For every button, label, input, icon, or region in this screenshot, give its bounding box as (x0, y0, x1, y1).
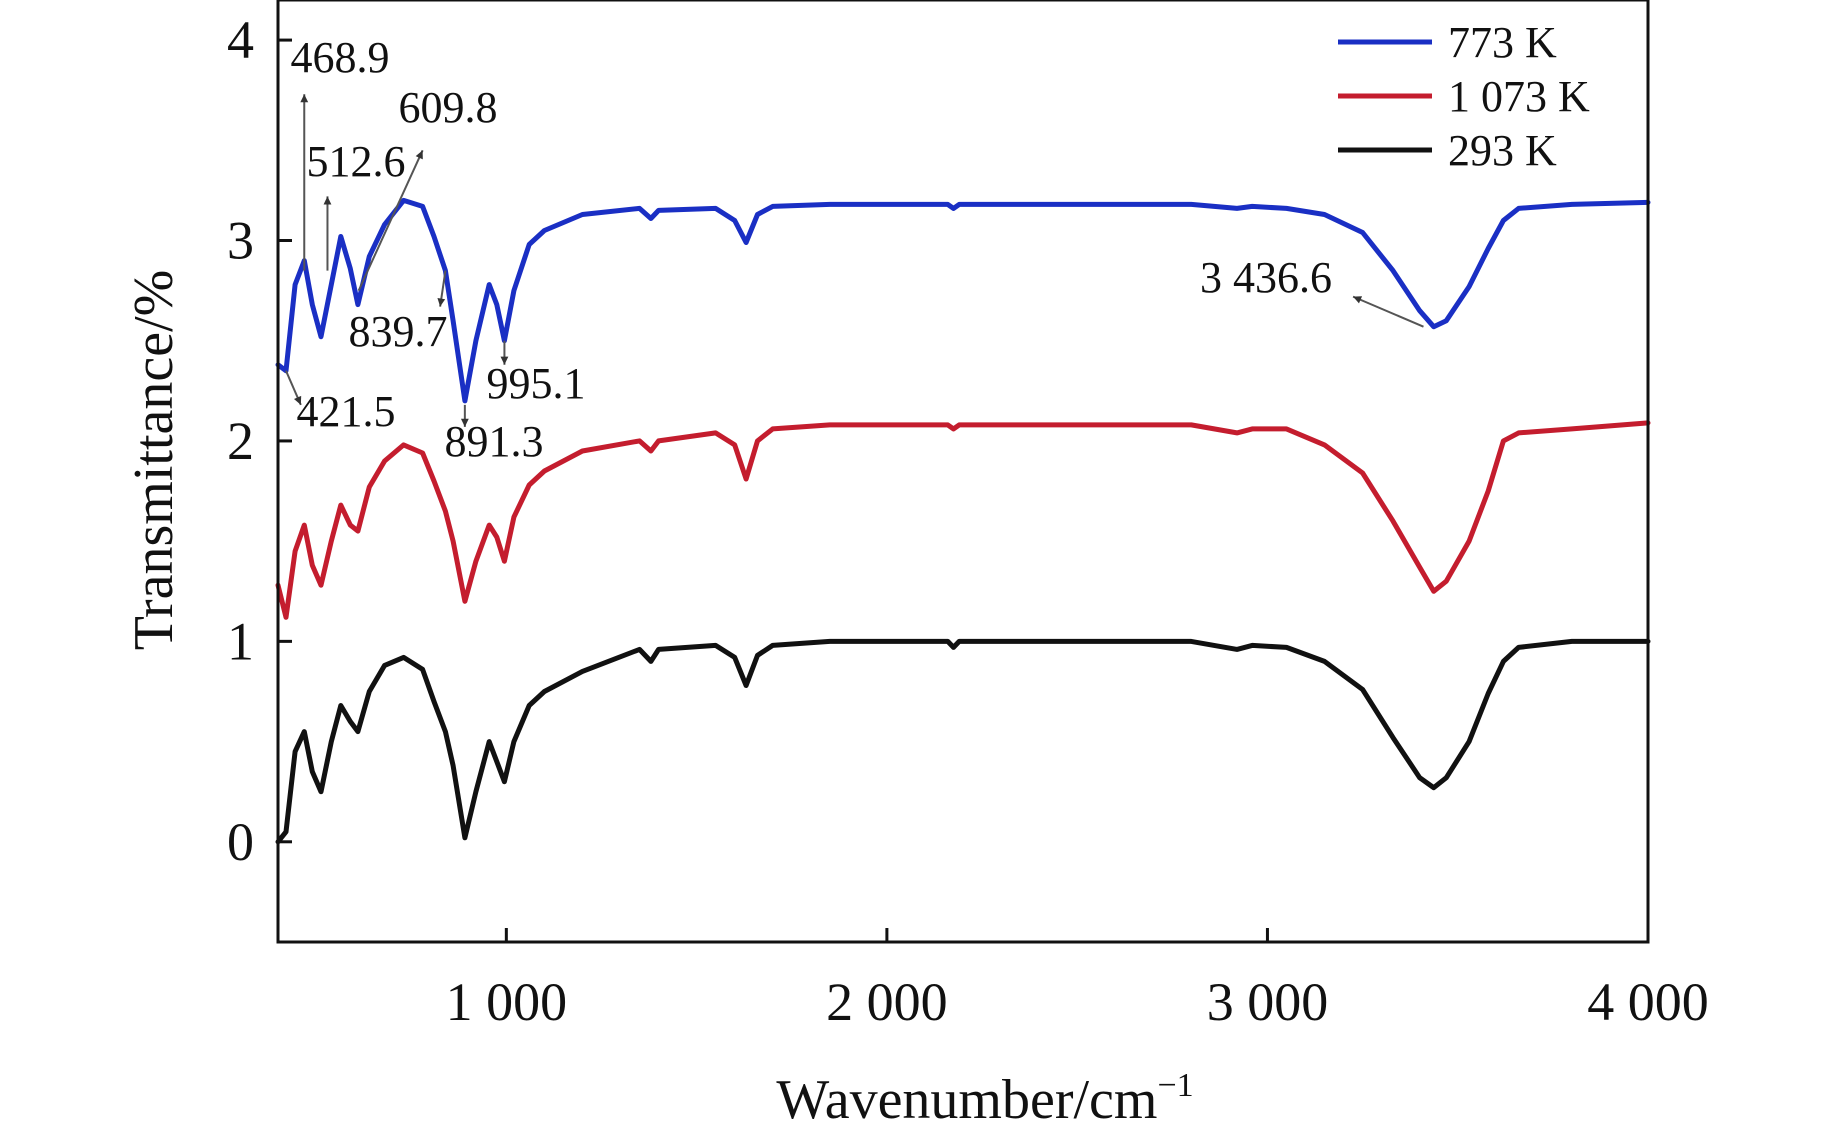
annotation-leader (1352, 295, 1424, 328)
legend: 773 K 1 073 K 293 K (1338, 18, 1590, 175)
annotation-arrowhead (437, 298, 446, 307)
annotation-label: 512.6 (307, 137, 406, 186)
series-line-3 (275, 638, 1651, 845)
series-line-1 (275, 197, 1651, 404)
x-tick-label: 3 000 (1207, 972, 1329, 1032)
series-lines (275, 197, 1651, 845)
y-axis-ticks: 0 1 2 3 4 (227, 10, 292, 872)
y-axis-title: Transmittance/% (123, 270, 185, 651)
annotation-arrowhead (294, 395, 302, 405)
legend-label: 773 K (1448, 18, 1557, 67)
annotation-label: 839.7 (349, 307, 448, 356)
annotation-leader (357, 149, 424, 292)
annotation-label: 421.5 (297, 387, 396, 436)
annotation-label: 3 436.6 (1200, 253, 1332, 302)
x-axis-title: Wavenumber/cm−1 (776, 1067, 1193, 1131)
annotation-arrowhead (415, 150, 423, 160)
x-axis-ticks: 1 000 2 000 3 000 4 000 (446, 928, 1709, 1032)
plot-frame (276, 0, 1650, 944)
legend-label: 293 K (1448, 126, 1557, 175)
x-tick-label: 4 000 (1587, 972, 1709, 1032)
x-axis-title-text: Wavenumber/cm (776, 1069, 1157, 1131)
y-tick-label: 1 (227, 611, 254, 671)
series-line-2 (275, 420, 1651, 620)
legend-label: 1 073 K (1448, 72, 1590, 121)
annotation-label: 468.9 (291, 33, 390, 82)
annotation-label: 609.8 (399, 83, 498, 132)
y-tick-label: 3 (227, 211, 254, 271)
annotation-label: 995.1 (487, 359, 586, 408)
x-tick-label: 1 000 (446, 972, 568, 1032)
annotation-arrowhead (323, 196, 332, 205)
x-axis-title-superscript: −1 (1157, 1067, 1193, 1104)
x-tick-label: 2 000 (826, 972, 948, 1032)
annotation-arrowhead (500, 356, 509, 365)
annotation-arrowhead (1353, 296, 1363, 304)
y-tick-label: 2 (227, 411, 254, 471)
annotation-arrowhead (300, 94, 309, 103)
annotation-arrowhead (460, 418, 469, 427)
annotation-label: 891.3 (445, 417, 544, 466)
y-tick-label: 0 (227, 812, 254, 872)
y-tick-label: 4 (227, 10, 254, 70)
